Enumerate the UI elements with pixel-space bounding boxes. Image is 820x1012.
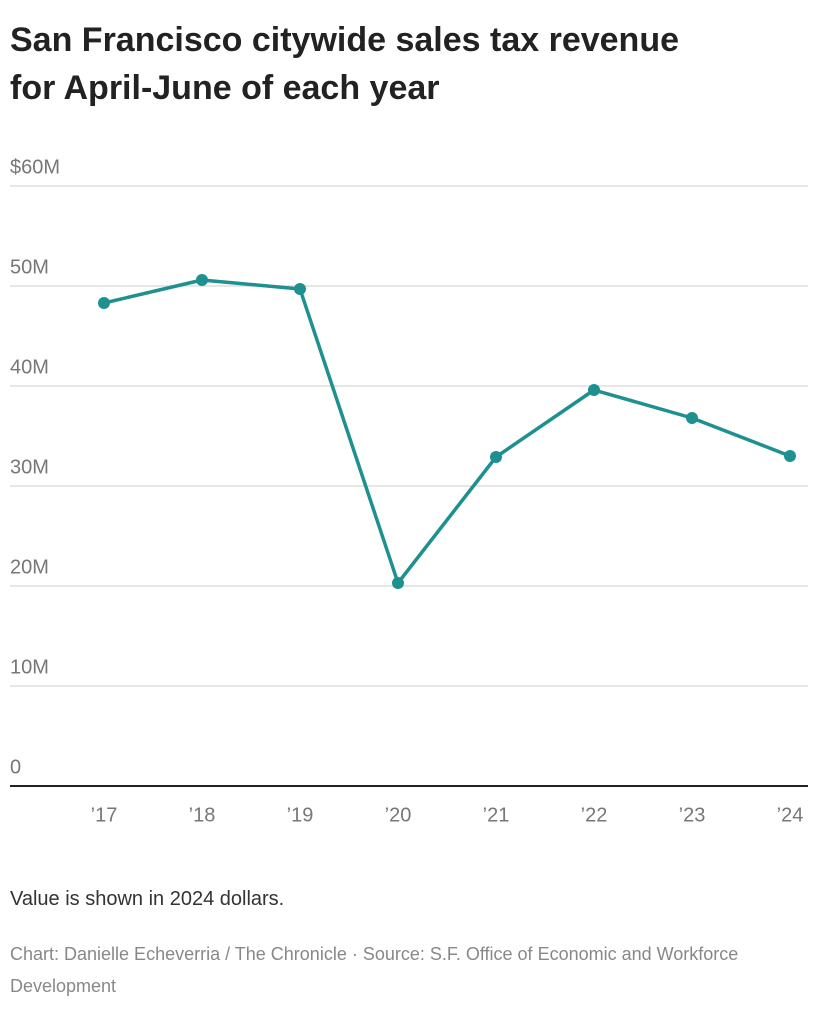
x-tick-label: ’22 bbox=[581, 804, 608, 826]
y-tick-label: 40M bbox=[10, 356, 49, 378]
x-tick-label: ’17 bbox=[91, 804, 118, 826]
y-tick-label: 50M bbox=[10, 256, 49, 278]
point bbox=[392, 577, 404, 589]
point bbox=[784, 450, 796, 462]
point bbox=[490, 451, 502, 463]
point bbox=[588, 384, 600, 396]
x-tick-label: ’24 bbox=[777, 804, 804, 826]
point bbox=[98, 297, 110, 309]
y-tick-label: 10M bbox=[10, 656, 49, 678]
y-tick-label: 30M bbox=[10, 456, 49, 478]
line bbox=[103, 278, 791, 585]
chart: 0 10M 20M 30M 40M 50M $60M ’17 ’18 ’19 ’20 ’21 ’22 ’2… bbox=[10, 156, 808, 826]
y-tick-label: $60M bbox=[10, 156, 60, 178]
x-tick-label: ’23 bbox=[679, 804, 706, 826]
point bbox=[686, 412, 698, 424]
chart-title: San Francisco citywide sales tax revenue… bbox=[10, 21, 679, 107]
y-tick-label: 20M bbox=[10, 556, 49, 578]
y-tick-label: 0 bbox=[10, 756, 21, 778]
x-tick-label: ’19 bbox=[287, 804, 314, 826]
x-tick-label: ’20 bbox=[385, 804, 412, 826]
point bbox=[294, 283, 306, 295]
point bbox=[196, 274, 208, 286]
x-tick-label: ’21 bbox=[483, 804, 510, 826]
note: Value is shown in 2024 dollars. bbox=[10, 888, 285, 910]
credit: Chart: Danielle Echeverria / The Chronic… bbox=[10, 944, 739, 996]
x-tick-label: ’18 bbox=[189, 804, 216, 826]
